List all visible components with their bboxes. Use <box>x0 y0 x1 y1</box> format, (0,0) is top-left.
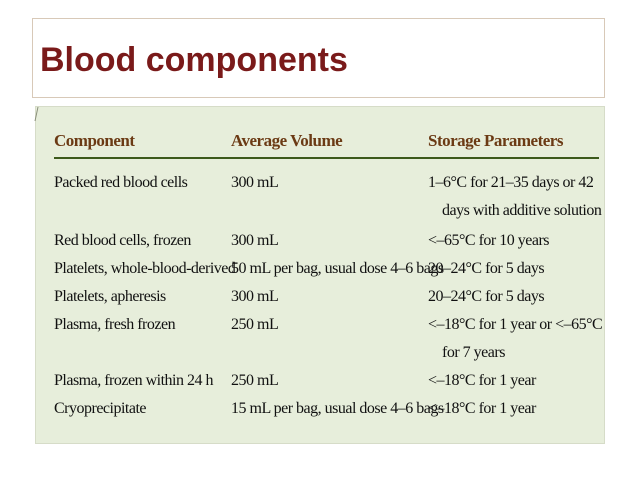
table-row-volume: 300 mL <box>231 232 279 249</box>
corner-mark <box>34 107 44 121</box>
table-row-component: Platelets, apheresis <box>54 288 166 305</box>
table-row-component: Packed red blood cells <box>54 174 188 191</box>
header-storage-parameters: Storage Parameters <box>428 131 563 150</box>
table-row-volume: 250 mL <box>231 316 279 333</box>
slide-title: Blood components <box>40 41 348 79</box>
table-row-volume: 300 mL <box>231 288 279 305</box>
table-row-volume: 50 mL per bag, usual dose 4–6 bags <box>231 260 444 277</box>
header-average-volume: Average Volume <box>231 131 343 150</box>
table-row-storage: 1–6°C for 21–35 days or 42 <box>428 174 594 191</box>
table-row-storage: <–18°C for 1 year <box>428 400 536 417</box>
table-row-component: Plasma, frozen within 24 h <box>54 372 213 389</box>
table-row-storage-continued: days with additive solution <box>442 202 602 219</box>
table-row-component: Plasma, fresh frozen <box>54 316 176 333</box>
table-row-storage: <–65°C for 10 years <box>428 232 550 249</box>
title-box: Blood components <box>32 18 605 98</box>
table-row-component: Red blood cells, frozen <box>54 232 191 249</box>
table-row-component: Platelets, whole-blood-derived <box>54 260 236 277</box>
table-row-storage: <–18°C for 1 year or <–65°C <box>428 316 603 333</box>
table-row-component: Cryoprecipitate <box>54 400 147 417</box>
header-component: Component <box>54 131 135 150</box>
table-row-storage-continued: for 7 years <box>442 344 505 361</box>
blood-components-table: Component Average Volume Storage Paramet… <box>34 106 605 444</box>
table-row-storage: 20–24°C for 5 days <box>428 288 545 305</box>
table-row-storage: <–18°C for 1 year <box>428 372 536 389</box>
header-rule <box>54 157 599 159</box>
table-row-volume: 300 mL <box>231 174 279 191</box>
table-row-volume: 250 mL <box>231 372 279 389</box>
table-row-volume: 15 mL per bag, usual dose 4–6 bags <box>231 400 444 417</box>
table-row-storage: 20–24°C for 5 days <box>428 260 545 277</box>
